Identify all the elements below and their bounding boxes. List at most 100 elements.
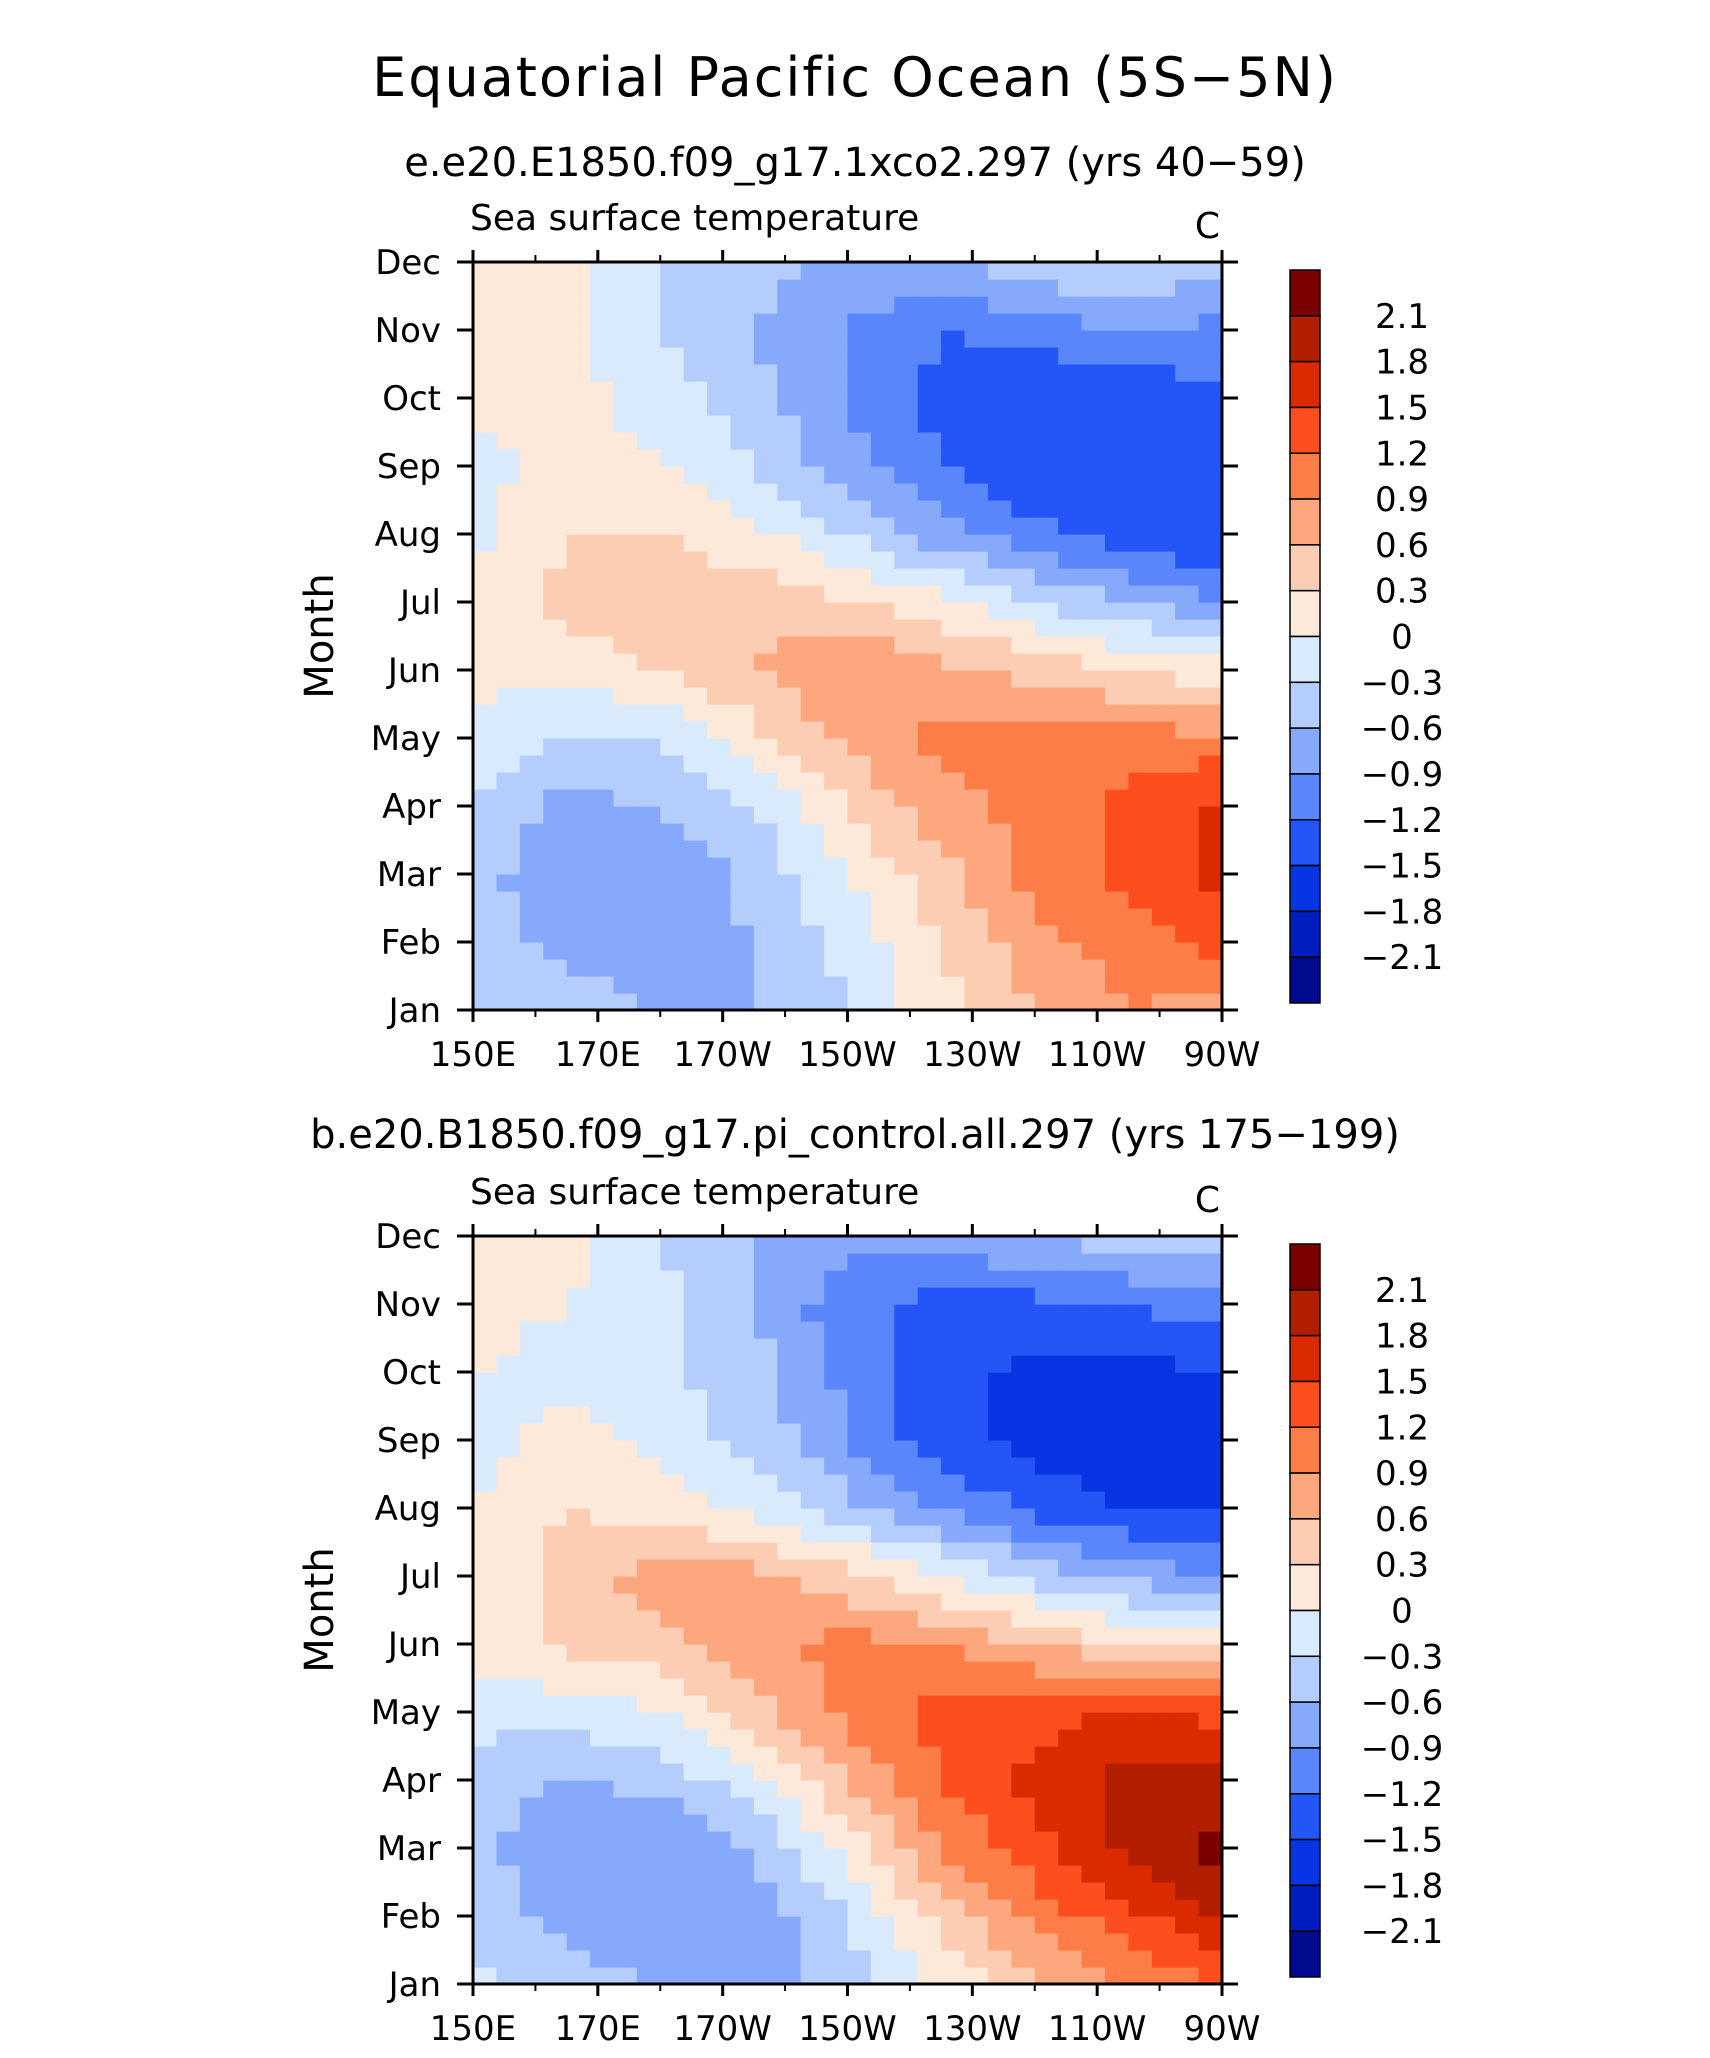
heatmap-cell [824, 1287, 849, 1305]
colorbar-label: 0.3 [1375, 572, 1429, 612]
heatmap-cell [1151, 1780, 1176, 1798]
heatmap-cell [1034, 1287, 1059, 1305]
heatmap-cell [496, 1236, 521, 1254]
heatmap-cell [1058, 1593, 1083, 1611]
heatmap-cell [847, 1389, 872, 1407]
heatmap-cell [496, 381, 521, 399]
heatmap-cell [543, 1814, 568, 1832]
heatmap-cell [894, 1644, 919, 1662]
heatmap-cell [870, 1423, 895, 1441]
heatmap-cell [707, 908, 732, 926]
heatmap-cell [777, 1865, 802, 1883]
heatmap-cell [660, 1389, 685, 1407]
heatmap-cell [1198, 1780, 1223, 1798]
heatmap-cell [683, 1236, 708, 1254]
heatmap-cell [1175, 1644, 1200, 1662]
heatmap-cell [987, 1678, 1012, 1696]
heatmap-cell [824, 908, 849, 926]
heatmap-cell [777, 874, 802, 892]
heatmap-cell [636, 1831, 661, 1849]
heatmap-cell [566, 398, 591, 416]
heatmap-cell [824, 1406, 849, 1424]
heatmap-cell [683, 347, 708, 365]
heatmap-cell [941, 330, 966, 348]
heatmap-cell [730, 1644, 755, 1662]
heatmap-cell [917, 925, 942, 943]
heatmap-cell [1058, 296, 1083, 314]
heatmap-cell [777, 976, 802, 994]
heatmap-cell [824, 1950, 849, 1968]
heatmap-cell [660, 1729, 685, 1747]
heatmap-cell [496, 1950, 521, 1968]
heatmap-cell [613, 551, 638, 569]
heatmap-cell [894, 1610, 919, 1628]
heatmap-cell [1058, 1457, 1083, 1475]
heatmap-cell [964, 636, 989, 654]
heatmap-cell [613, 1576, 638, 1594]
heatmap-cell [753, 415, 778, 433]
heatmap-cell [1175, 1865, 1200, 1883]
heatmap-cell [1081, 1865, 1106, 1883]
heatmap-cell [870, 1559, 895, 1577]
heatmap-cell [660, 1270, 685, 1288]
colorbar-label: −2.1 [1361, 938, 1444, 978]
heatmap-cell [519, 1389, 544, 1407]
heatmap-cell [964, 1678, 989, 1696]
heatmap-cell [941, 1695, 966, 1713]
heatmap-cell [1151, 1270, 1176, 1288]
heatmap-cell [1011, 398, 1036, 416]
heatmap-cell [753, 1627, 778, 1645]
heatmap-cell [1175, 1610, 1200, 1628]
heatmap-cell [941, 364, 966, 382]
heatmap-cell [636, 1355, 661, 1373]
heatmap-cell [473, 1644, 498, 1662]
heatmap-cell [800, 449, 825, 467]
heatmap-cell [1058, 993, 1083, 1011]
heatmap-cell [707, 721, 732, 739]
heatmap-cell [847, 262, 872, 280]
heatmap-cell [847, 738, 872, 756]
heatmap-cell [987, 364, 1012, 382]
heatmap-cell [987, 1661, 1012, 1679]
heatmap-cell [613, 262, 638, 280]
heatmap-cell [1081, 1253, 1106, 1271]
heatmap-cell [496, 789, 521, 807]
colorbar-label: 1.8 [1375, 1317, 1429, 1357]
heatmap-cell [1128, 704, 1153, 722]
heatmap-cell [1198, 534, 1223, 552]
heatmap-cell [777, 670, 802, 688]
heatmap-cell [894, 1661, 919, 1679]
heatmap-cell [1198, 1848, 1223, 1866]
heatmap-cell [1104, 1950, 1129, 1968]
heatmap-cell [1128, 1457, 1153, 1475]
heatmap-cell [847, 1372, 872, 1390]
heatmap-cell [496, 415, 521, 433]
heatmap-cell [753, 1882, 778, 1900]
heatmap-cell [519, 1814, 544, 1832]
heatmap-cell [683, 755, 708, 773]
heatmap-cell [824, 279, 849, 297]
heatmap-cell [707, 738, 732, 756]
heatmap-cell [1128, 1372, 1153, 1390]
heatmap-cell [519, 1933, 544, 1951]
heatmap-cell [1058, 1372, 1083, 1390]
heatmap-cell [636, 1933, 661, 1951]
heatmap-cell [870, 1831, 895, 1849]
heatmap-cell [1175, 296, 1200, 314]
heatmap-cell [496, 1746, 521, 1764]
heatmap-cell [613, 789, 638, 807]
heatmap-cell [987, 1882, 1012, 1900]
colorbar-label: −0.9 [1361, 755, 1444, 795]
heatmap-cell [543, 1695, 568, 1713]
heatmap-cell [917, 1236, 942, 1254]
heatmap-cell [590, 1729, 615, 1747]
heatmap-cell [800, 1780, 825, 1798]
heatmap-cell [987, 330, 1012, 348]
heatmap-cell [707, 381, 732, 399]
heatmap-cell [777, 1542, 802, 1560]
heatmap-cell [543, 1474, 568, 1492]
heatmap-cell [613, 1627, 638, 1645]
heatmap-cell [1151, 551, 1176, 569]
heatmap-cell [941, 1814, 966, 1832]
heatmap-cell [590, 619, 615, 637]
